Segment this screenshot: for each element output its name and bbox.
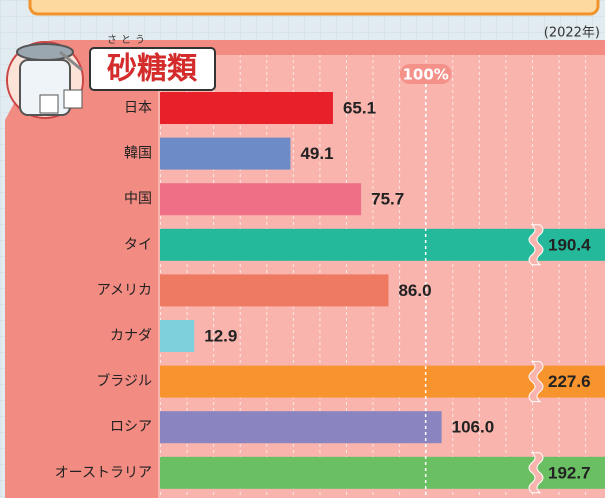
value-label: 227.6: [548, 372, 591, 391]
sugar-jar-icon: [7, 42, 83, 118]
category-label: オーストラリア: [55, 465, 152, 481]
bar: [160, 92, 333, 124]
value-label: 86.0: [398, 281, 431, 300]
bar: [160, 183, 361, 215]
bar: [160, 274, 388, 306]
category-label: ロシア: [110, 419, 152, 435]
category-label: 日本: [124, 100, 152, 116]
value-label: 190.4: [548, 235, 591, 254]
value-label: 192.7: [548, 463, 591, 482]
value-label: 49.1: [300, 144, 333, 163]
title-ruby: さとう: [107, 34, 149, 46]
top-banner: [30, 0, 598, 14]
category-label: 韓国: [124, 146, 152, 162]
reference-label: 100%: [402, 66, 448, 84]
value-label: 65.1: [343, 98, 376, 117]
category-label: タイ: [124, 237, 152, 253]
value-label: 106.0: [452, 418, 495, 437]
value-label: 12.9: [204, 326, 237, 345]
category-label: アメリカ: [97, 282, 152, 298]
category-label: 中国: [124, 191, 152, 207]
chart: 砂糖類 さとう (2022年) 100% 日本 65.1 韓国 49.1 中国 75.7 タイ…: [0, 0, 605, 498]
category-label: カナダ: [110, 328, 152, 344]
bar: [160, 320, 194, 352]
value-label: 75.7: [371, 190, 404, 209]
category-label: ブラジル: [96, 373, 152, 390]
chart-title: 砂糖類: [107, 52, 198, 87]
bar: [160, 138, 290, 170]
subtitle: (2022年): [544, 26, 600, 41]
bar: [160, 411, 442, 443]
